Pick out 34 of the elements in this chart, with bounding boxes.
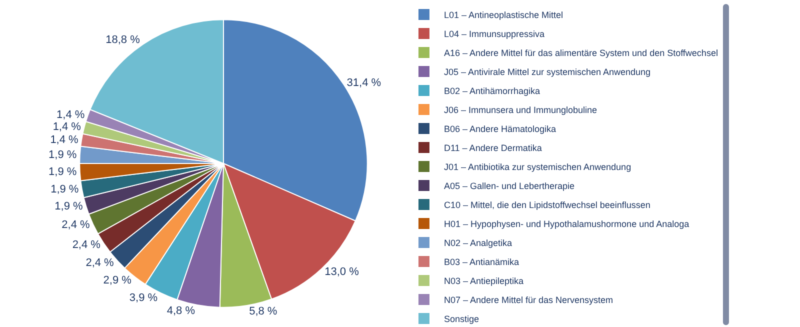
data-label: 2,4 % <box>72 238 101 251</box>
data-label: 4,8 % <box>166 304 196 317</box>
legend-label: C10 – Mittel, die den Lipidstoffwechsel beeinflussen <box>444 200 650 210</box>
data-label: 3,9 % <box>129 292 158 304</box>
legend-label: L01 – Antineoplastische Mittel <box>444 10 564 20</box>
legend-label: B06 – Andere Hämatologika <box>444 124 556 134</box>
data-label: 1,9 % <box>48 148 77 161</box>
data-label: 1,4 % <box>56 108 85 121</box>
data-label: 1,9 % <box>54 200 84 212</box>
legend-label: N07 – Andere Mittel für das Nervensystem <box>444 295 614 306</box>
data-label: 2,9 % <box>103 274 132 286</box>
legend-label: A05 – Gallen- und Lebertherapie <box>444 181 575 192</box>
data-label: 18,8 % <box>106 34 140 46</box>
data-label: 2,4 % <box>62 219 90 232</box>
legend-label: Sonstige <box>444 314 479 324</box>
data-label: 1,4 % <box>50 134 79 146</box>
legend-label: N02 – Analgetika <box>444 238 512 248</box>
legend-label: J06 – Immunsera und Immunglobuline <box>444 105 598 116</box>
legend-label: B02 – Antihämorrhagika <box>444 86 540 96</box>
legend-label: L04 – Immunsuppressiva <box>444 29 545 40</box>
data-label: 13,0 % <box>324 266 360 278</box>
data-label: 1,4 % <box>52 121 82 134</box>
legend-label: J01 – Antibiotika zur systemischen Anwendung <box>444 162 632 172</box>
legend-label: N03 – Antiepileptika <box>444 276 524 286</box>
data-label: 1,9 % <box>50 183 79 196</box>
data-label: 31,4 % <box>346 76 382 89</box>
legend-label: A16 – Andere Mittel für das alimentäre System und den Stoffwechsel <box>444 48 718 58</box>
legend-label: D11 – Andere Dermatika <box>444 143 542 154</box>
legend-label: B03 – Antianämika <box>444 257 520 268</box>
legend-label: H01 – Hypophysen- und Hypothalamushormone und Analoga <box>444 219 690 230</box>
legend-label: J05 – Antivirale Mittel zur systemischen Anwendung <box>444 67 651 78</box>
data-label: 2,4 % <box>86 257 114 270</box>
data-label: 1,9 % <box>48 166 77 178</box>
data-label: 5,8 % <box>249 305 278 318</box>
